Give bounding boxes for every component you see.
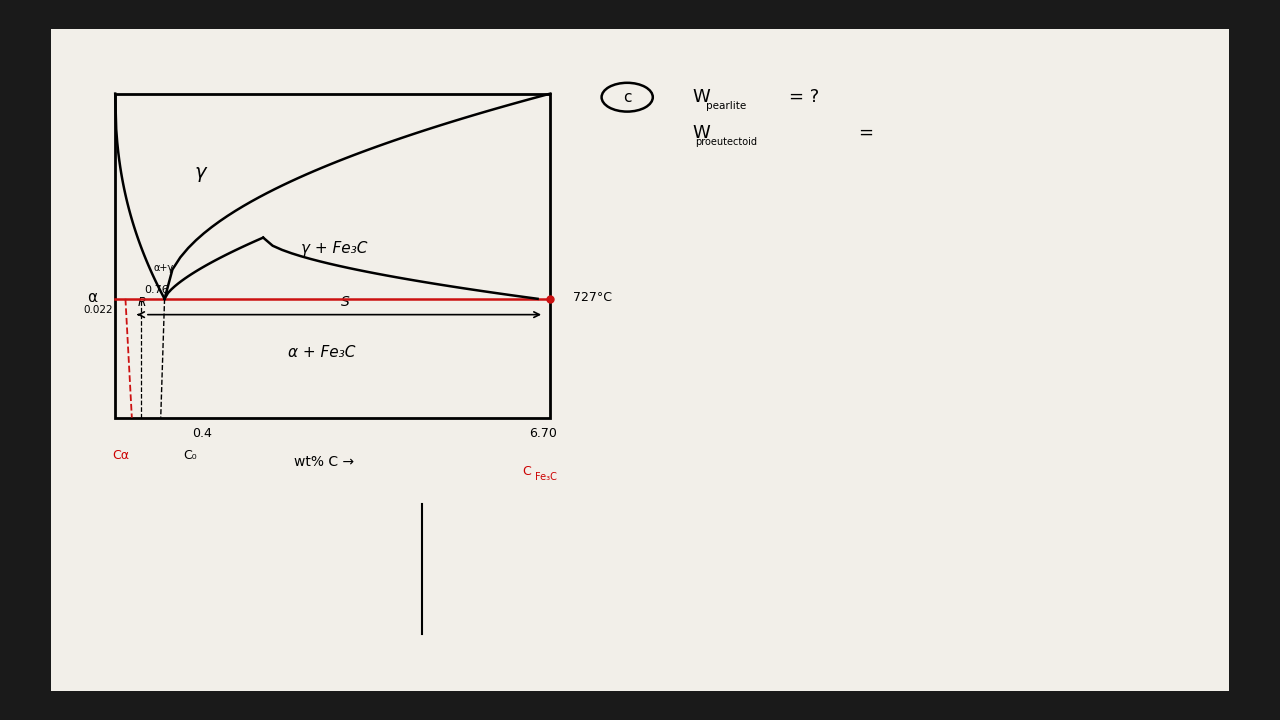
Text: S: S <box>342 295 351 309</box>
Text: proeutectoid: proeutectoid <box>695 137 756 147</box>
Text: wt% C →: wt% C → <box>294 455 355 469</box>
Text: 0.022: 0.022 <box>83 305 113 315</box>
Text: W: W <box>692 125 710 143</box>
Text: α + Fe₃C: α + Fe₃C <box>288 346 356 360</box>
Text: Fe₃C: Fe₃C <box>535 472 557 482</box>
Text: α: α <box>87 290 97 305</box>
Text: 6.70: 6.70 <box>529 427 557 440</box>
Text: Cα: Cα <box>113 449 129 462</box>
Text: W: W <box>692 89 710 107</box>
Text: pearlite: pearlite <box>705 101 746 111</box>
Text: c: c <box>623 90 631 104</box>
Text: 0.4: 0.4 <box>192 427 212 440</box>
FancyBboxPatch shape <box>51 29 1229 691</box>
Text: R: R <box>138 296 147 309</box>
Text: α+γ: α+γ <box>154 263 174 273</box>
Text: γ: γ <box>195 163 206 182</box>
Text: 727°C: 727°C <box>573 291 612 304</box>
Text: =: = <box>858 125 873 143</box>
Text: C₀: C₀ <box>183 449 197 462</box>
Text: 0.76: 0.76 <box>145 285 169 295</box>
Bar <box>115 94 550 418</box>
Text: = ?: = ? <box>788 89 819 107</box>
Text: C: C <box>522 465 531 478</box>
Text: γ + Fe₃C: γ + Fe₃C <box>301 241 367 256</box>
